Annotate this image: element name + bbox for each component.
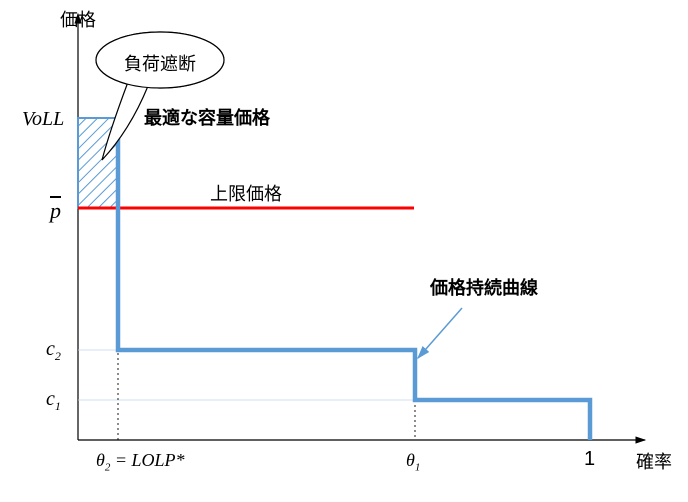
y-axis-label: 価格	[60, 6, 96, 32]
price-cap-label: 上限価格	[210, 180, 282, 206]
ytick-pbar: p	[50, 198, 61, 224]
ytick-c1: c1	[46, 388, 61, 414]
ytick-voll: VoLL	[22, 108, 64, 131]
xtick-theta2: θ2 = LOLP*	[96, 450, 185, 474]
capacity-price-label: 最適な容量価格	[144, 104, 270, 130]
step-curve-label: 価格持続曲線	[430, 274, 538, 300]
xtick-theta1: θ1	[406, 450, 420, 474]
xtick-one: 1	[584, 448, 595, 471]
ytick-c2: c2	[46, 338, 61, 364]
callout-text: 負荷遮断	[124, 50, 196, 76]
x-axis-label: 確率	[636, 448, 672, 474]
